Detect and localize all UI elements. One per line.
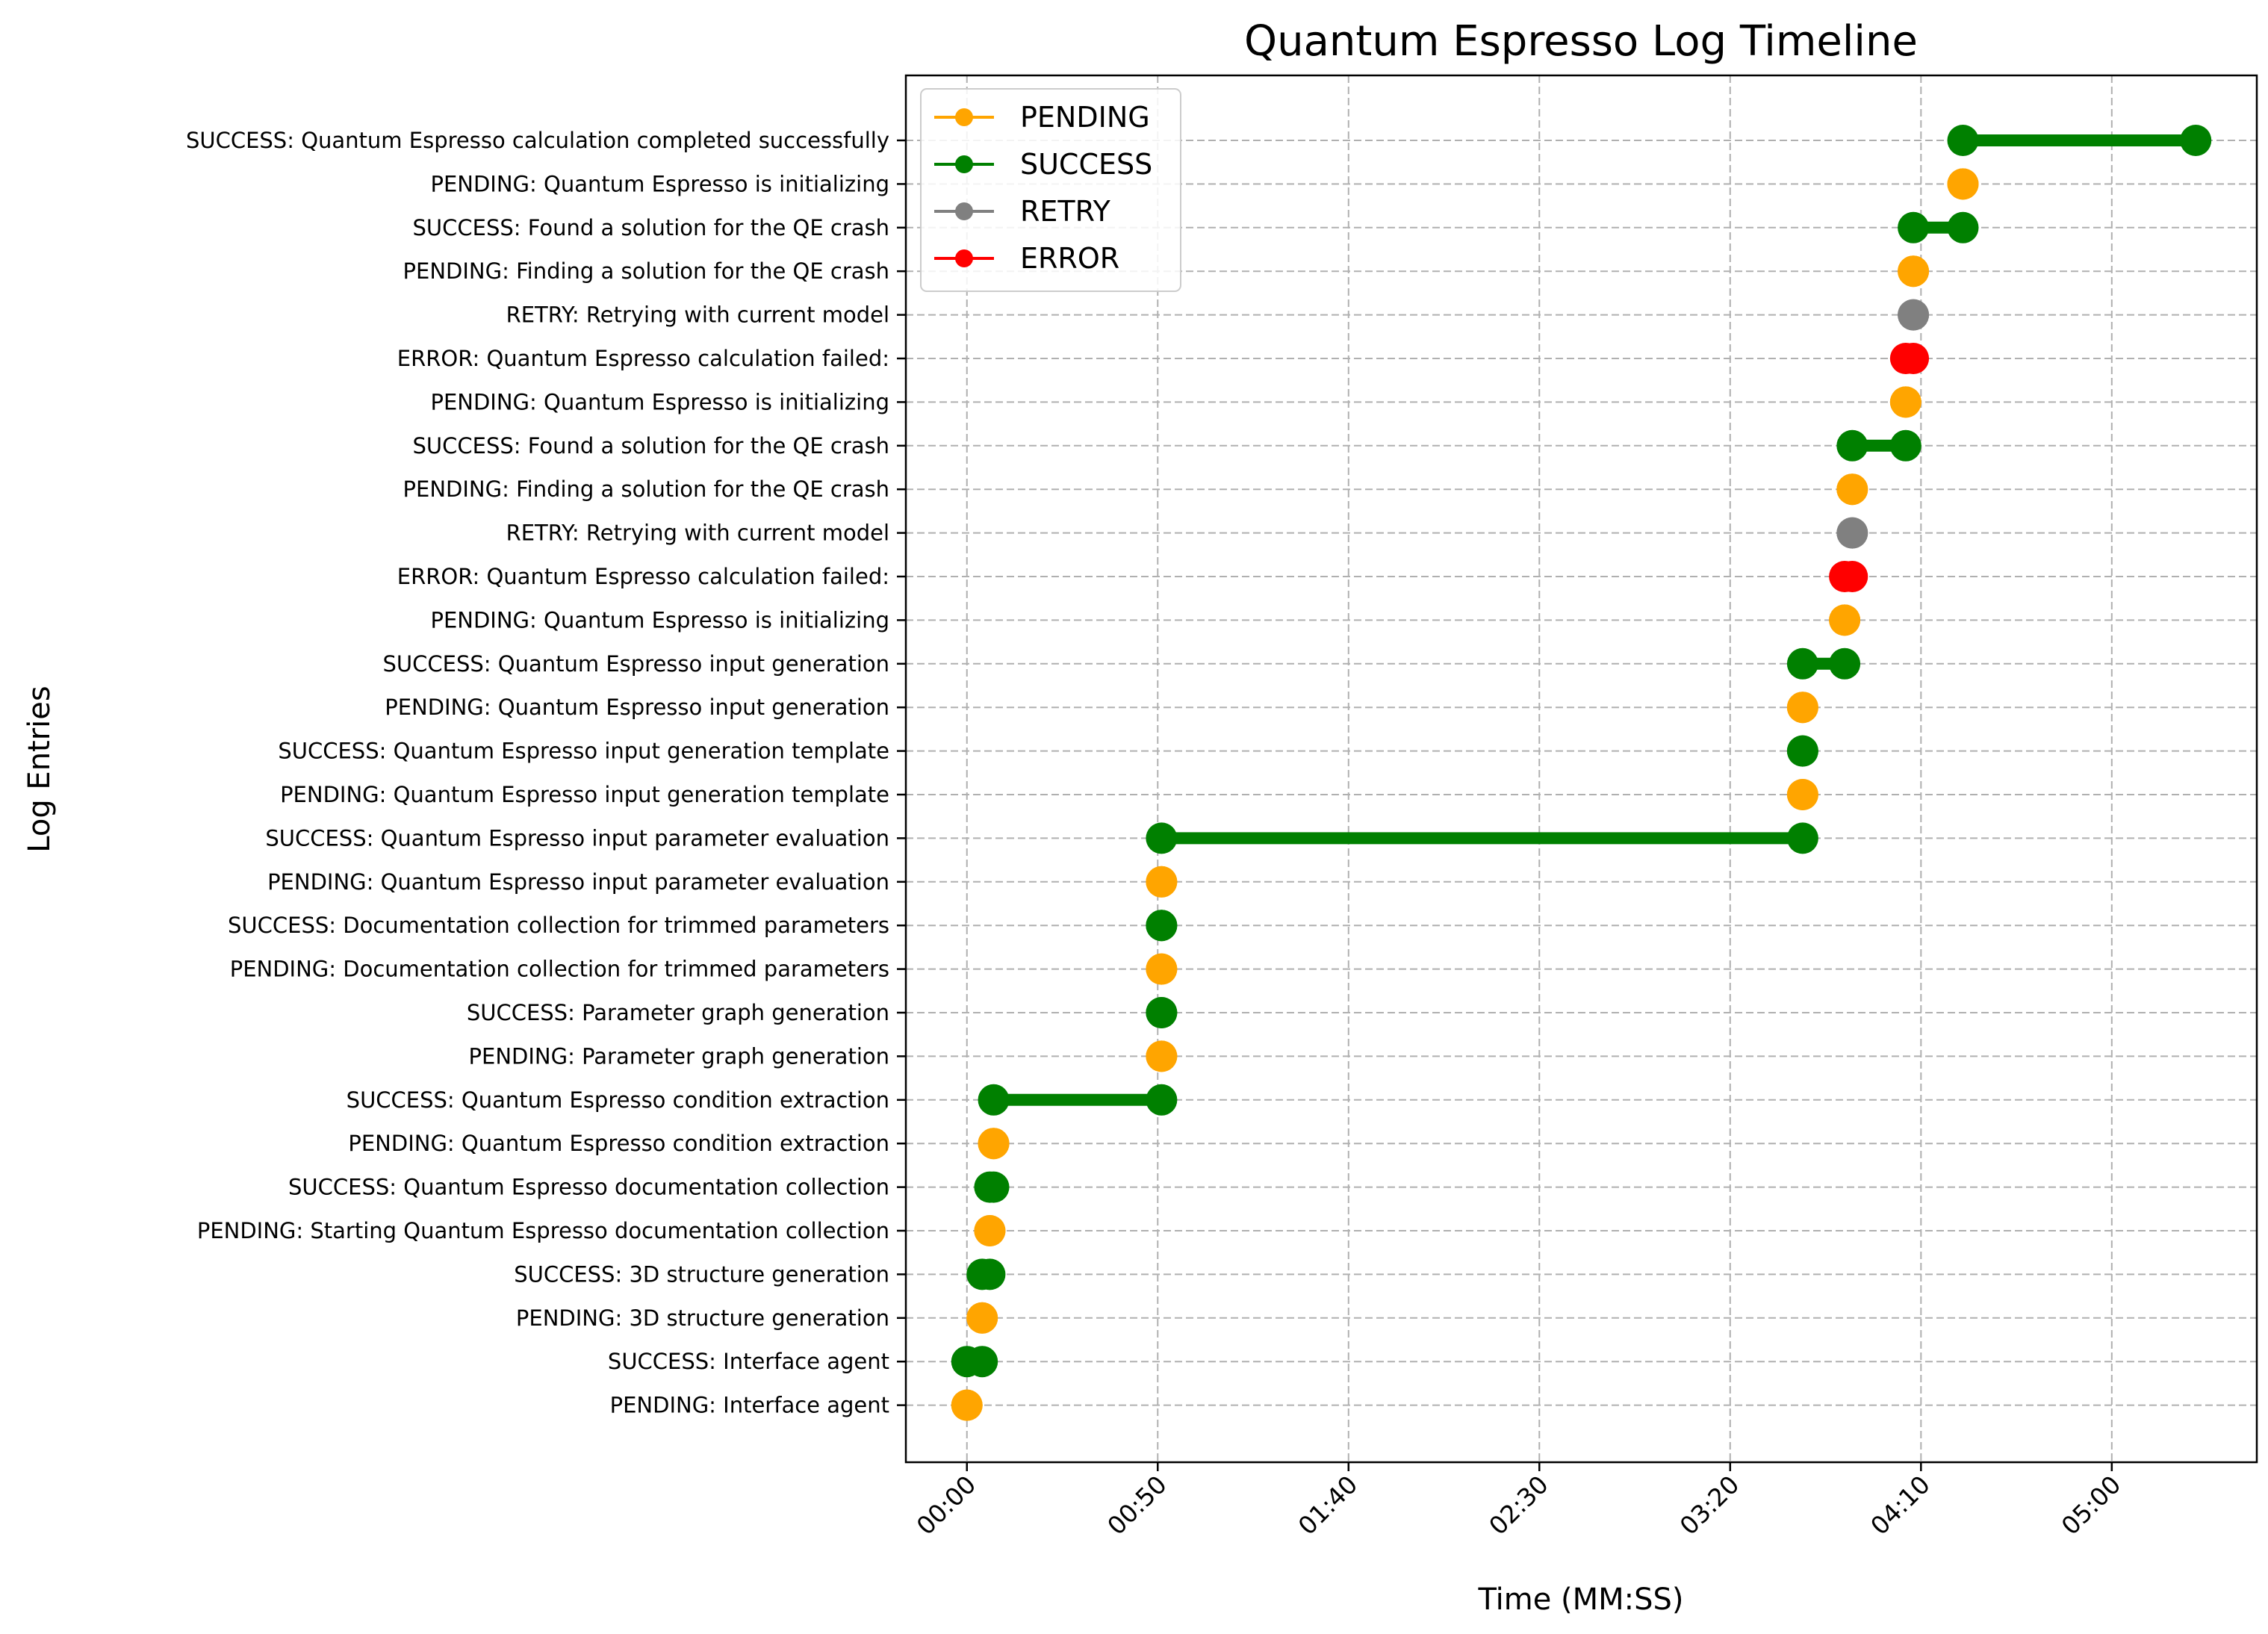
end-point (1829, 604, 1861, 636)
end-point (1146, 1040, 1178, 1072)
y-tick-label: SUCCESS: Parameter graph generation (467, 1000, 889, 1025)
y-tick-label: PENDING: Documentation collection for tr… (230, 957, 889, 982)
y-tick-label: RETRY: Retrying with current model (506, 521, 889, 546)
legend-marker (955, 202, 973, 220)
end-point (1889, 386, 1921, 418)
y-tick-label: ERROR: Quantum Espresso calculation fail… (397, 346, 889, 371)
legend-marker (955, 155, 973, 173)
start-point (1146, 822, 1178, 854)
y-tick-label: SUCCESS: Found a solution for the QE cra… (413, 215, 889, 240)
end-point (2180, 125, 2212, 156)
timeline-marks (951, 125, 2212, 1421)
y-tick-label: SUCCESS: 3D structure generation (514, 1261, 889, 1287)
y-axis-label: Log Entries (22, 686, 57, 852)
end-point (1146, 953, 1178, 985)
start-point (1898, 211, 1930, 243)
end-point (974, 1258, 1006, 1290)
end-point (1146, 910, 1178, 942)
y-tick-label: SUCCESS: Quantum Espresso condition extr… (347, 1087, 889, 1113)
y-tick-label: PENDING: Starting Quantum Espresso docum… (197, 1218, 889, 1243)
chart-legend: PENDING SUCCESS RETRY ERROR (920, 88, 1181, 292)
legend-label: PENDING (1020, 101, 1150, 134)
y-tick-label: PENDING: 3D structure generation (516, 1305, 889, 1331)
y-tick-label: SUCCESS: Quantum Espresso input generati… (382, 651, 889, 677)
end-point (966, 1302, 998, 1334)
start-point (1786, 647, 1818, 680)
y-tick-label: SUCCESS: Documentation collection for tr… (228, 913, 889, 938)
y-tick-label: PENDING: Finding a solution for the QE c… (403, 258, 889, 284)
end-point (1836, 517, 1868, 549)
legend-label: ERROR (1020, 242, 1119, 275)
end-point (1786, 692, 1818, 724)
end-point (978, 1171, 1010, 1203)
end-point (974, 1215, 1006, 1246)
end-point (1947, 211, 1979, 243)
end-point (1836, 473, 1868, 506)
y-tick-label: PENDING: Quantum Espresso is initializin… (430, 389, 889, 414)
end-point (1786, 779, 1818, 810)
y-tick-label: PENDING: Finding a solution for the QE c… (403, 476, 889, 502)
start-point (1947, 125, 1979, 156)
legend-label: SUCCESS (1020, 148, 1152, 181)
legend-marker (955, 108, 973, 126)
end-point (1786, 735, 1818, 767)
end-point (1898, 299, 1930, 331)
end-point (1829, 647, 1861, 680)
end-point (1786, 822, 1818, 854)
y-tick-label: SUCCESS: Quantum Espresso documentation … (288, 1175, 889, 1200)
chart-title: Quantum Espresso Log Timeline (1244, 17, 1918, 66)
y-tick-label: PENDING: Quantum Espresso is initializin… (430, 607, 889, 633)
y-tick-label: SUCCESS: Interface agent (608, 1349, 889, 1374)
legend-marker (955, 249, 973, 267)
y-tick-label: PENDING: Quantum Espresso input generati… (280, 782, 889, 807)
y-tick-label: SUCCESS: Quantum Espresso calculation co… (186, 128, 889, 153)
y-tick-label: PENDING: Quantum Espresso input paramete… (267, 869, 889, 895)
end-point (951, 1389, 983, 1421)
end-point (966, 1346, 998, 1378)
end-point (1947, 168, 1979, 200)
y-tick-label: PENDING: Parameter graph generation (469, 1043, 889, 1069)
x-axis-label: Time (MM:SS) (1477, 1582, 1683, 1617)
end-point (1898, 343, 1930, 374)
y-tick-label: PENDING: Interface agent (610, 1393, 889, 1418)
end-point (1836, 561, 1868, 592)
start-point (1836, 429, 1868, 462)
legend-frame (920, 88, 1181, 292)
y-tick-label: RETRY: Retrying with current model (506, 302, 889, 328)
plot-area-frame (904, 74, 2258, 1464)
end-point (1146, 1084, 1178, 1116)
grid-lines (906, 75, 2257, 1462)
start-point (978, 1084, 1010, 1116)
y-tick-label: ERROR: Quantum Espresso calculation fail… (397, 564, 889, 589)
end-point (978, 1128, 1010, 1160)
y-tick-label: PENDING: Quantum Espresso is initializin… (430, 171, 889, 196)
end-point (1146, 866, 1178, 898)
end-point (1146, 997, 1178, 1028)
end-point (1889, 429, 1921, 462)
end-point (1898, 255, 1930, 288)
y-tick-label: PENDING: Quantum Espresso condition extr… (348, 1131, 889, 1156)
y-tick-label: SUCCESS: Quantum Espresso input paramete… (265, 825, 889, 851)
y-axis: PENDING: Interface agent SUCCESS: Interfa… (186, 128, 906, 1418)
legend-label: RETRY (1020, 195, 1111, 228)
y-tick-label: SUCCESS: Found a solution for the QE cra… (413, 433, 889, 459)
y-tick-label: SUCCESS: Quantum Espresso input generati… (278, 739, 889, 764)
y-tick-label: PENDING: Quantum Espresso input generati… (385, 695, 889, 720)
